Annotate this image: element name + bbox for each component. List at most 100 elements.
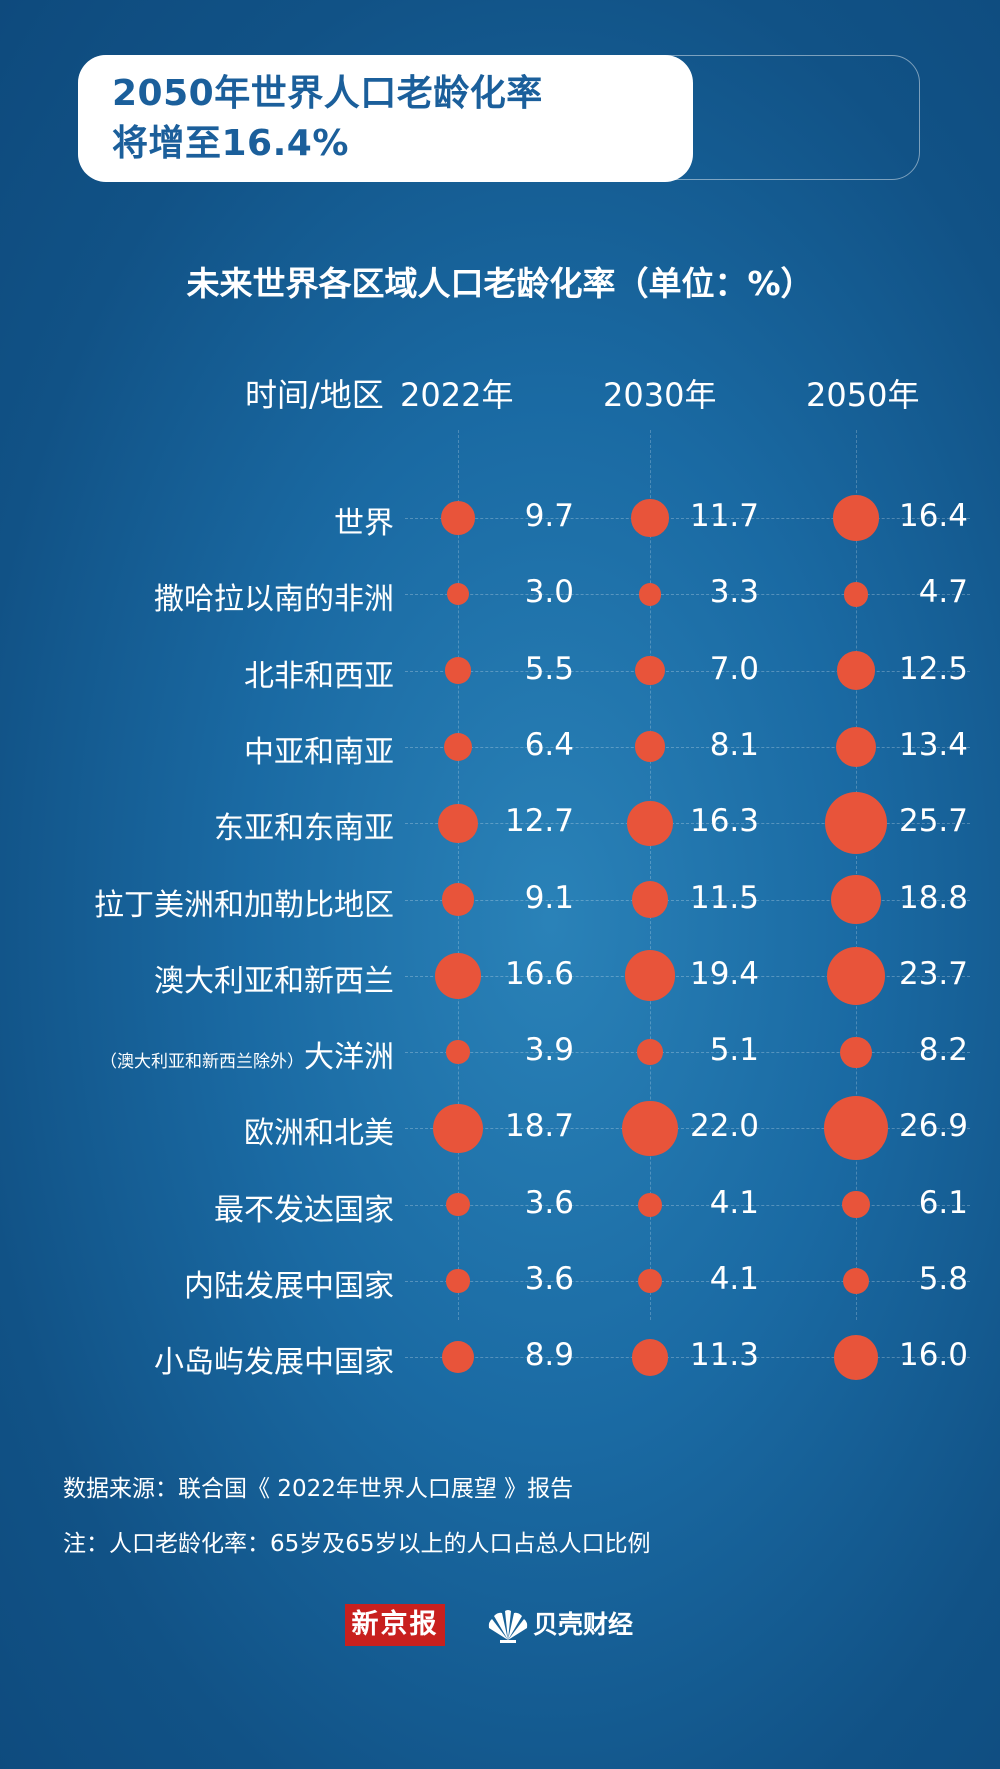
data-label: 8.1 xyxy=(709,726,759,763)
row-guideline xyxy=(405,746,970,748)
bubble-marker xyxy=(447,583,469,606)
data-label: 3.6 xyxy=(524,1261,574,1297)
data-label: 16.0 xyxy=(898,1337,968,1374)
column-gridline-2022 xyxy=(458,430,459,1320)
row-label: 北非和西亚 xyxy=(244,651,394,695)
bubble-marker xyxy=(446,1193,470,1217)
row-label-text: 大洋洲 xyxy=(304,1040,394,1076)
bubble-marker xyxy=(441,1341,475,1374)
page-title: 2050年世界人口老龄化率 将增至16.4% xyxy=(112,73,543,164)
row-label-text: 撒哈拉以南的非洲 xyxy=(154,582,394,618)
data-label: 6.4 xyxy=(524,726,574,763)
data-label: 3.9 xyxy=(524,1032,574,1069)
row-label-text: 内陆发展中国家 xyxy=(184,1269,394,1304)
bubble-marker xyxy=(441,501,475,535)
row-label: 最不发达国家 xyxy=(214,1185,394,1229)
bubble-marker xyxy=(622,1100,678,1157)
data-label: 8.2 xyxy=(918,1032,968,1069)
row-label: （澳大利亚和新西兰除外）大洋洲 xyxy=(100,1032,394,1076)
bubble-marker xyxy=(444,732,472,761)
row-label-text: 北非和西亚 xyxy=(244,658,394,694)
row-label: 拉丁美洲和加勒比地区 xyxy=(94,880,394,924)
bubble-marker xyxy=(634,731,666,763)
data-label: 5.5 xyxy=(524,650,574,687)
bubble-marker xyxy=(840,1036,872,1068)
data-label: 12.5 xyxy=(898,650,968,687)
bubble-marker xyxy=(435,952,481,999)
bubble-marker xyxy=(824,1096,888,1161)
row-guideline xyxy=(405,1052,970,1054)
bubble-marker xyxy=(638,583,662,606)
data-label: 3.3 xyxy=(709,574,759,611)
data-label: 4.1 xyxy=(709,1184,759,1221)
bubble-marker xyxy=(433,1103,483,1154)
finance-brand-name: 贝壳财经 xyxy=(533,1610,634,1639)
bubble-marker xyxy=(438,803,478,843)
data-label: 22.0 xyxy=(689,1108,759,1145)
data-label: 5.8 xyxy=(918,1261,968,1297)
row-guideline xyxy=(405,1357,970,1359)
row-label-text: 世界 xyxy=(334,506,394,541)
row-label: 澳大利亚和新西兰 xyxy=(154,956,394,1000)
bubble-marker xyxy=(826,946,886,1005)
bubble-marker xyxy=(835,726,877,768)
bubble-marker xyxy=(833,495,879,541)
bubble-marker xyxy=(637,1039,663,1065)
title-banner: 2050年世界人口老龄化率 将增至16.4% xyxy=(78,55,920,182)
data-label: 12.7 xyxy=(504,803,574,840)
data-label: 11.3 xyxy=(689,1337,759,1374)
column-gridline-2030 xyxy=(650,430,651,1320)
data-label: 19.4 xyxy=(689,955,759,992)
data-label: 5.1 xyxy=(709,1032,759,1069)
column-header-2022: 2022年 xyxy=(400,376,514,414)
row-label-text: 澳大利亚和新西兰 xyxy=(154,963,394,999)
bubble-marker xyxy=(638,1192,662,1217)
bubble-marker xyxy=(441,883,475,916)
row-label-text: 拉丁美洲和加勒比地区 xyxy=(94,887,394,923)
data-label: 11.5 xyxy=(689,879,759,916)
row-guideline xyxy=(405,1128,970,1130)
bubble-marker xyxy=(624,950,676,1002)
row-guideline xyxy=(405,1204,970,1206)
bubble-marker xyxy=(446,1269,470,1293)
data-label: 9.1 xyxy=(524,879,574,916)
bubble-marker xyxy=(836,651,876,690)
data-label: 3.0 xyxy=(524,574,574,611)
bubble-marker xyxy=(842,1190,870,1219)
row-guideline xyxy=(405,823,970,825)
bubble-marker xyxy=(631,499,669,537)
bubble-marker xyxy=(631,1339,669,1376)
row-label-text: 欧洲和北美 xyxy=(244,1116,394,1152)
data-label: 16.4 xyxy=(898,498,968,534)
data-label: 18.7 xyxy=(504,1108,574,1145)
row-guideline xyxy=(405,899,970,901)
column-header-2050: 2050年 xyxy=(806,376,920,414)
row-header: 时间/地区 xyxy=(245,376,384,414)
row-label: 撒哈拉以南的非洲 xyxy=(154,574,394,618)
newspaper-logo: 新京报 xyxy=(345,1604,445,1646)
data-label: 18.8 xyxy=(898,879,968,916)
row-label: 欧洲和北美 xyxy=(244,1108,394,1152)
row-label: 小岛屿发展中国家 xyxy=(154,1337,394,1381)
bubble-marker xyxy=(843,581,869,607)
row-label-text: 东亚和东南亚 xyxy=(214,811,394,847)
bubble-marker xyxy=(446,1040,470,1064)
row-label: 中亚和南亚 xyxy=(244,727,394,771)
row-guideline xyxy=(405,594,970,596)
data-label: 23.7 xyxy=(898,955,968,992)
bubble-marker xyxy=(638,1269,662,1293)
data-label: 8.9 xyxy=(524,1337,574,1374)
data-label: 16.6 xyxy=(504,955,574,992)
data-label: 26.9 xyxy=(898,1108,968,1145)
bubble-marker xyxy=(831,874,881,925)
row-guideline xyxy=(405,670,970,672)
row-label: 世界 xyxy=(334,498,394,542)
bubble-marker xyxy=(444,657,472,684)
data-label: 4.1 xyxy=(709,1261,759,1297)
bubble-marker xyxy=(825,792,887,855)
title-panel: 2050年世界人口老龄化率 将增至16.4% xyxy=(78,55,693,182)
row-guideline xyxy=(405,518,970,519)
row-label-text: 最不发达国家 xyxy=(214,1192,394,1228)
data-label: 13.4 xyxy=(898,726,968,763)
row-guideline xyxy=(405,1281,970,1282)
